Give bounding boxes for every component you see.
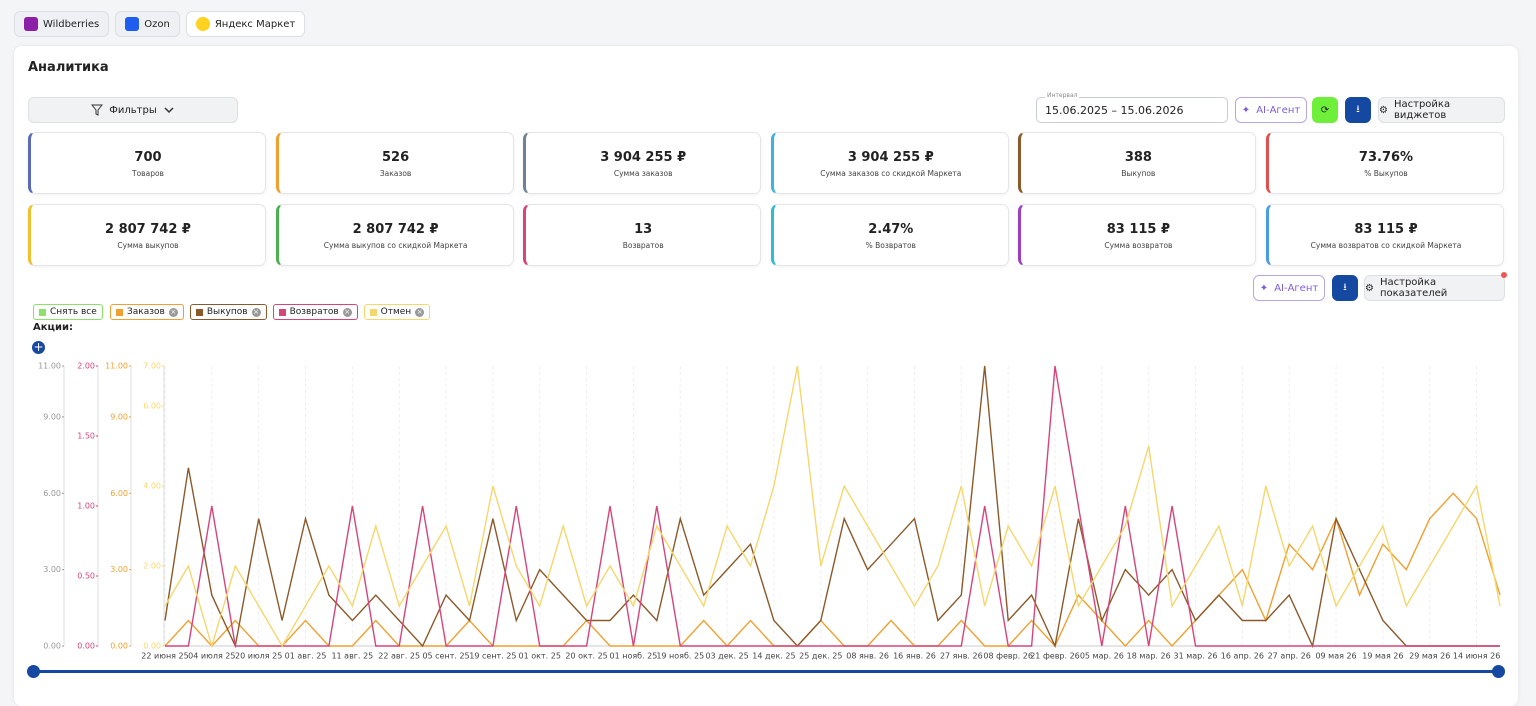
kpi-card: 83 115 ₽ Сумма возвратов bbox=[1018, 204, 1257, 266]
legend-remove[interactable]: × bbox=[415, 307, 425, 317]
filters-button[interactable]: Фильтры bbox=[28, 97, 238, 123]
widget-settings-button[interactable]: ⚙ Настройка виджетов bbox=[1378, 97, 1505, 123]
notification-dot bbox=[1501, 272, 1507, 278]
kpi-value: 700 bbox=[134, 150, 162, 165]
promotions-label: Акции: bbox=[33, 322, 73, 333]
kpi-card: 13 Возвратов bbox=[523, 204, 762, 266]
panel-title: Аналитика bbox=[28, 60, 109, 75]
legend-label: Отмен bbox=[380, 307, 412, 317]
kpi-value: 3 904 255 ₽ bbox=[600, 150, 687, 165]
ai-label: AI-Агент bbox=[1256, 104, 1301, 116]
kpi-value: 3 904 255 ₽ bbox=[847, 150, 934, 165]
legend-remove[interactable]: × bbox=[251, 307, 261, 317]
kpi-label: Возвратов bbox=[622, 241, 664, 250]
kpi-value: 83 115 ₽ bbox=[1354, 222, 1418, 237]
kpi-value: 13 bbox=[634, 222, 653, 237]
kpi-label: Выкупов bbox=[1121, 169, 1156, 178]
legend-item[interactable]: Выкупов × bbox=[189, 304, 267, 320]
kpi-label: Сумма заказов со скидкой Маркета bbox=[820, 169, 962, 178]
tab[interactable]: Ozon bbox=[115, 11, 180, 37]
kpi-card: 73.76% % Выкупов bbox=[1266, 132, 1504, 194]
legend-clear-label: Снять все bbox=[50, 307, 97, 317]
metric-settings-label: Настройка показателей bbox=[1379, 277, 1448, 299]
filter-icon bbox=[91, 104, 104, 116]
refresh-button[interactable]: ⟳ bbox=[1312, 97, 1338, 123]
widget-settings-label: Настройка виджетов bbox=[1393, 99, 1451, 121]
ai-agent-button[interactable]: ✦ AI-Агент bbox=[1253, 275, 1325, 301]
interval-value: 15.06.2025 – 15.06.2026 bbox=[1045, 104, 1184, 117]
legend-swatch bbox=[116, 308, 123, 316]
kpi-card: 388 Выкупов bbox=[1018, 132, 1257, 194]
legend-label: Заказов bbox=[127, 307, 165, 317]
kpi-card: 2 807 742 ₽ Сумма выкупов со скидкой Марк… bbox=[275, 204, 514, 266]
download-button[interactable]: ⭳ bbox=[1332, 275, 1358, 301]
legend-item[interactable]: Заказов × bbox=[110, 304, 184, 320]
kpi-label: Сумма возвратов bbox=[1104, 241, 1173, 250]
marketplace-tabs: Wildberries Ozon Яндекс Маркет bbox=[14, 11, 306, 37]
metric-settings-button[interactable]: ⚙ Настройка показателей bbox=[1364, 275, 1505, 301]
ai-agent-button[interactable]: ✦ AI-Агент bbox=[1235, 97, 1307, 123]
kpi-value: 73.76% bbox=[1358, 150, 1414, 165]
slider-handle[interactable] bbox=[27, 665, 40, 678]
legend-label: Выкупов bbox=[206, 307, 248, 317]
kpi-value: 2 807 742 ₽ bbox=[352, 222, 439, 237]
tab-label: Wildberries bbox=[43, 18, 100, 30]
filters-label: Фильтры bbox=[109, 104, 157, 116]
tab-label: Яндекс Маркет bbox=[214, 18, 296, 30]
tab[interactable]: Wildberries bbox=[14, 11, 110, 37]
kpi-value: 2.47% bbox=[868, 222, 914, 237]
tab[interactable]: Яндекс Маркет bbox=[185, 11, 306, 37]
kpi-label: % Возвратов bbox=[865, 241, 916, 250]
kpi-card: 526 Заказов bbox=[275, 132, 514, 194]
download-button[interactable]: ⭳ bbox=[1345, 97, 1371, 123]
chevron bbox=[164, 107, 174, 114]
legend-item[interactable]: Возвратов × bbox=[272, 304, 358, 320]
ai-label: AI-Агент bbox=[1274, 282, 1319, 294]
kpi-label: Заказов bbox=[379, 169, 412, 178]
kpi-label: % Выкупов bbox=[1364, 169, 1408, 178]
kpi-value: 2 807 742 ₽ bbox=[105, 222, 191, 237]
kpi-card: 3 904 255 ₽ Сумма заказов со скидкой Марк… bbox=[770, 132, 1009, 194]
kpi-label: Сумма возвратов со скидкой Маркета bbox=[1310, 241, 1462, 250]
kpi-value: 526 bbox=[382, 150, 410, 165]
slider-handle[interactable] bbox=[1492, 665, 1505, 678]
legend-remove[interactable]: × bbox=[342, 307, 352, 317]
legend-swatch bbox=[278, 308, 286, 316]
tab-label: Ozon bbox=[144, 18, 170, 30]
legend-remove[interactable]: × bbox=[168, 307, 178, 317]
legend-swatch bbox=[369, 308, 377, 316]
kpi-card: 2 807 742 ₽ Сумма выкупов bbox=[28, 204, 266, 266]
kpi-label: Сумма заказов bbox=[613, 169, 673, 178]
kpi-label: Сумма выкупов bbox=[117, 241, 179, 250]
interval-input[interactable]: Интервал 15.06.2025 – 15.06.2026 bbox=[1036, 92, 1228, 123]
legend-swatch bbox=[195, 308, 203, 316]
kpi-label: Сумма выкупов со скидкой Маркета bbox=[323, 241, 468, 250]
kpi-card: 700 Товаров bbox=[28, 132, 266, 194]
page: Analytics html,body{margin:0;padding:0;w… bbox=[14, 11, 1518, 706]
kpi-card: 3 904 255 ₽ Сумма заказов bbox=[523, 132, 762, 194]
kpi-card: 83 115 ₽ Сумма возвратов со скидкой Марке… bbox=[1266, 204, 1504, 266]
body: {"header":{"tabs":["Wildberries","Ozon",… bbox=[14, 11, 1518, 706]
add-promotion[interactable]: + bbox=[32, 340, 45, 354]
legend-clear[interactable]: Снять все bbox=[33, 304, 103, 320]
legend-label: Возвратов bbox=[289, 307, 339, 317]
analytics-panel: Аналитика Фильтры Интервал 15.06.2025 – 1… bbox=[14, 46, 1518, 706]
kpi-value: 388 bbox=[1124, 150, 1152, 165]
kpi-label: Товаров bbox=[132, 169, 164, 178]
kpi-card: 2.47% % Возвратов bbox=[770, 204, 1009, 266]
legend-item[interactable]: Отмен × bbox=[363, 304, 431, 320]
kpi-value: 83 115 ₽ bbox=[1106, 222, 1171, 237]
range-slider[interactable] bbox=[33, 670, 1499, 673]
interval-label: Интервал bbox=[1045, 92, 1080, 99]
